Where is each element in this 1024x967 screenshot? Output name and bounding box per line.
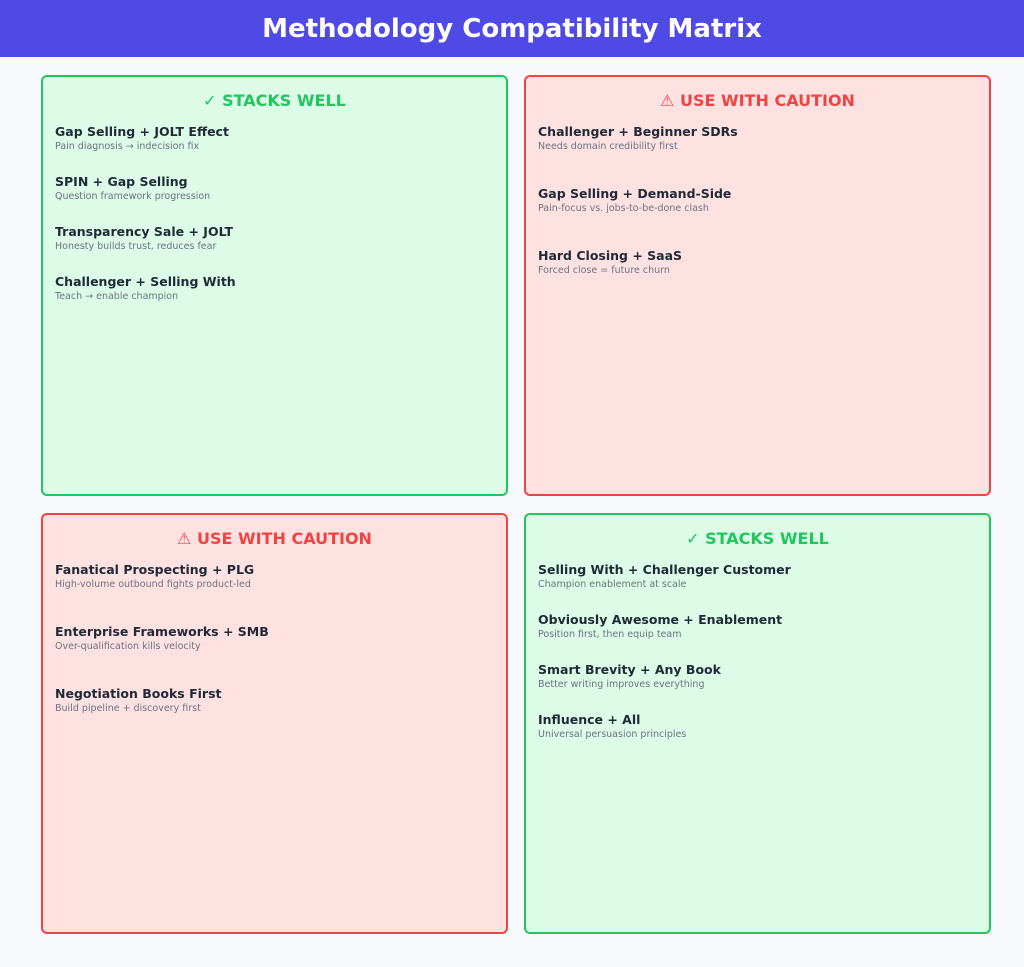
pairing: Gap Selling + Demand-Side Pain-focus vs. … <box>538 186 977 214</box>
pairing-description: Over-qualification kills velocity <box>55 641 201 652</box>
pairing-description: Teach → enable champion <box>55 291 179 302</box>
pairing-title: Transparency Sale + JOLT <box>55 224 234 239</box>
pairing: Hard Closing + SaaS Forced close = future… <box>538 248 977 276</box>
pairing-description: High-volume outbound fights product-led <box>55 579 251 590</box>
pairing-title: Negotiation Books First <box>55 686 222 701</box>
pairing-description: Build pipeline + discovery first <box>55 703 201 714</box>
pairing-description: Forced close = future churn <box>538 265 670 276</box>
quadrant: ⚠ USE WITH CAUTION Challenger + Beginner … <box>524 75 991 496</box>
pairing: Gap Selling + JOLT Effect Pain diagnosis … <box>55 124 494 152</box>
pairing: Enterprise Frameworks + SMB Over-qualific… <box>55 624 494 652</box>
pairing-title: Challenger + Beginner SDRs <box>538 124 738 139</box>
pairing-description: Pain-focus vs. jobs-to-be-done clash <box>538 203 709 214</box>
pairing-title: Smart Brevity + Any Book <box>538 662 721 677</box>
pairing: Challenger + Selling With Teach → enable … <box>55 274 494 302</box>
pairing-description: Position first, then equip team <box>538 629 682 640</box>
title: Methodology Compatibility Matrix <box>262 13 762 44</box>
pairing-title: Enterprise Frameworks + SMB <box>55 624 269 639</box>
pairing-title: Challenger + Selling With <box>55 274 236 289</box>
pairing-title: Gap Selling + JOLT Effect <box>55 124 229 139</box>
pairing-title: Fanatical Prospecting + PLG <box>55 562 255 577</box>
quadrant: ✓ STACKS WELL Gap Selling + JOLT Effect Pa… <box>41 75 508 496</box>
pairing: Challenger + Beginner SDRs Needs domain c… <box>538 124 977 152</box>
quadrant-heading: ⚠ USE WITH CAUTION <box>660 91 855 110</box>
quadrant-heading: ✓ STACKS WELL <box>203 91 346 110</box>
pairing-title: Selling With + Challenger Customer <box>538 562 791 577</box>
quadrant: ⚠ USE WITH CAUTION Fanatical Prospecting … <box>41 513 508 934</box>
pairing-title: Influence + All <box>538 712 641 727</box>
pairing: Negotiation Books First Build pipeline + … <box>55 686 494 714</box>
quadrant-heading: ⚠ USE WITH CAUTION <box>177 529 372 548</box>
pairing-description: Champion enablement at scale <box>538 579 687 590</box>
pairing: SPIN + Gap Selling Question framework pro… <box>55 174 494 202</box>
pairing-description: Honesty builds trust, reduces fear <box>55 241 217 252</box>
pairing-description: Better writing improves everything <box>538 679 705 690</box>
pairing: Selling With + Challenger Customer Champi… <box>538 562 977 590</box>
pairing-title: SPIN + Gap Selling <box>55 174 188 189</box>
quadrant: ✓ STACKS WELL Selling With + Challenger C… <box>524 513 991 934</box>
pairing-title: Hard Closing + SaaS <box>538 248 683 263</box>
pairing-title: Obviously Awesome + Enablement <box>538 612 783 627</box>
pairing: Influence + All Universal persuasion prin… <box>538 712 977 740</box>
pairing-title: Gap Selling + Demand-Side <box>538 186 732 201</box>
pairing: Transparency Sale + JOLT Honesty builds t… <box>55 224 494 252</box>
pairing-description: Pain diagnosis → indecision fix <box>55 141 200 152</box>
pairing-description: Question framework progression <box>55 191 211 202</box>
pairing: Fanatical Prospecting + PLG High-volume o… <box>55 562 494 590</box>
pairing: Obviously Awesome + Enablement Position f… <box>538 612 977 640</box>
pairing: Smart Brevity + Any Book Better writing i… <box>538 662 977 690</box>
pairing-description: Needs domain credibility first <box>538 141 678 152</box>
quadrant-heading: ✓ STACKS WELL <box>686 529 829 548</box>
pairing-description: Universal persuasion principles <box>538 729 687 740</box>
header: Methodology Compatibility Matrix <box>0 0 1024 57</box>
